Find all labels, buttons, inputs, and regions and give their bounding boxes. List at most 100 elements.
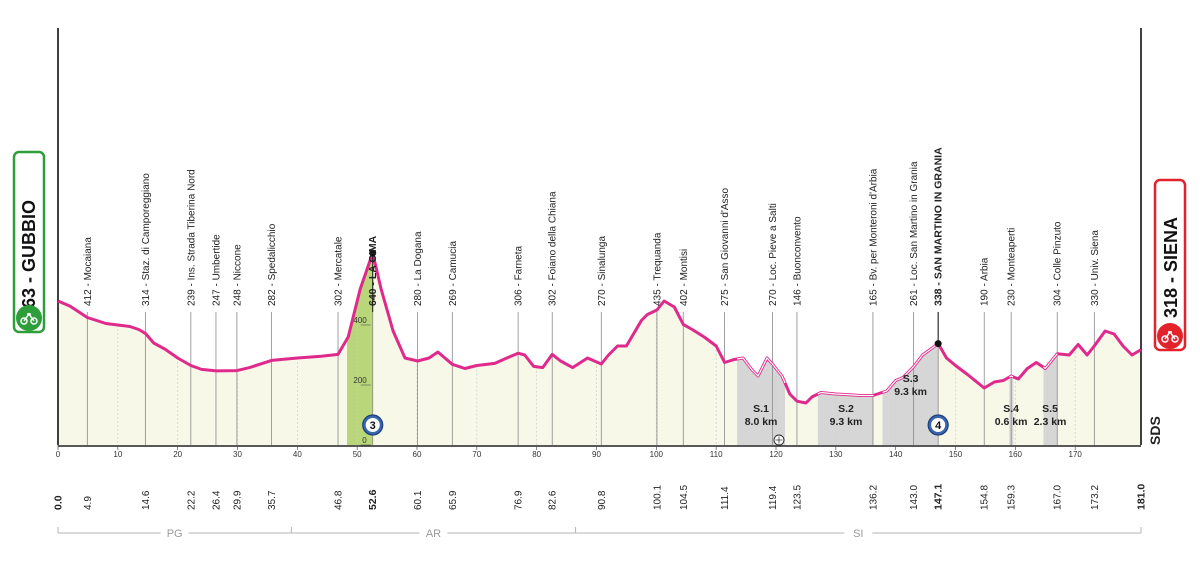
x-tick-label: 110 [710, 450, 723, 459]
bike-icon-start [16, 305, 42, 331]
climb-category-badge-inner [931, 418, 946, 432]
sector-length: 9.3 km [830, 416, 863, 428]
waypoint-label: 435 - Trequanda [652, 232, 663, 306]
bike-icon-finish [1157, 323, 1183, 349]
province-label-bg [160, 526, 189, 540]
x-tick-label: 40 [293, 450, 302, 459]
sector-name: S.4 [1003, 403, 1019, 415]
waypoint-label: 146 - Buonconvento [792, 216, 803, 306]
waypoint-km-label: 52.6 [367, 489, 379, 510]
finish-badge [1153, 178, 1187, 352]
x-tick-label: 0 [56, 450, 61, 459]
bike-wheel-icon [30, 317, 38, 325]
start-name: 463 - GUBBIO [19, 200, 39, 318]
waypoint-km-label: 82.6 [548, 490, 559, 510]
sector-name: S.3 [903, 373, 919, 385]
x-tick-label: 170 [1069, 450, 1083, 459]
waypoint-label: 338 - SAN MARTINO IN GRANIA [933, 147, 945, 306]
waypoint-label: 270 - Sinalunga [597, 236, 608, 306]
bike-wheel-icon [1161, 335, 1169, 343]
waypoint-label: 269 - Camucia [448, 241, 459, 306]
waypoint-km-label: 14.6 [141, 490, 152, 510]
brand-logo: SDS [1147, 416, 1163, 445]
x-tick-label: 100 [650, 450, 664, 459]
waypoint-km-label: 167.0 [1053, 485, 1064, 510]
province-label: AR [426, 528, 441, 540]
gravel-line-highlight-3 [882, 343, 939, 393]
x-tick-label: 130 [829, 450, 843, 459]
waypoint-label: 330 - Univ. Siena [1090, 230, 1101, 306]
x-tick-label: 30 [233, 450, 242, 459]
waypoint-label: 640 - LA CIMA [367, 235, 379, 306]
waypoint-label: 261 - Loc. San Martino in Grania [909, 161, 920, 306]
x-tick-label: 60 [413, 450, 422, 459]
climb-category-number: 4 [935, 420, 942, 432]
gravel-line-highlight-2 [817, 391, 874, 397]
sector-name: S.2 [838, 403, 854, 415]
sector-length: 8.0 km [745, 416, 778, 428]
waypoint-label: 412 - Mocaiana [83, 237, 94, 306]
province-label-bg [844, 526, 873, 540]
waypoint-km-label: 147.1 [933, 484, 945, 510]
x-tick-label: 160 [1009, 450, 1023, 459]
sector-length: 2.3 km [1034, 416, 1067, 428]
waypoint-label: 270 - Loc. Pieve a Salti [768, 203, 779, 306]
waypoint-km-label: 76.9 [514, 490, 525, 510]
waypoint-label: 306 - Farneta [514, 246, 525, 306]
waypoint-label: 302 - Foiano della Chiana [548, 191, 559, 306]
waypoint-label: 275 - San Giovanni d'Asso [720, 187, 731, 306]
waypoint-km-label: 100.1 [652, 485, 663, 510]
waypoint-label: 402 - Montisi [679, 249, 690, 306]
waypoint-km-label: 119.4 [768, 485, 779, 510]
waypoint-label: 302 - Mercatale [334, 236, 345, 306]
waypoint-label: 230 - Monteaperti [1007, 228, 1018, 306]
x-tick-label: 140 [889, 450, 903, 459]
waypoint-km-label: 104.5 [679, 485, 690, 510]
waypoint-km-label: 154.8 [980, 485, 991, 510]
x-tick-label: 90 [592, 450, 601, 459]
bike-frame-icon [23, 312, 35, 322]
sector-name: S.1 [753, 403, 769, 415]
waypoint-km-label: 26.4 [211, 490, 222, 510]
province-label: SI [853, 528, 863, 540]
waypoint-km-label: 65.9 [448, 490, 459, 510]
x-axis-band [52, 448, 1147, 457]
waypoint-km-label: 123.5 [792, 485, 803, 510]
climb-category-badge-inner [365, 418, 380, 432]
x-tick-label: 80 [532, 450, 541, 459]
x-tick-label: 120 [769, 450, 783, 459]
waypoint-km-label: 22.2 [186, 490, 197, 510]
province-label: PG [167, 528, 183, 540]
y-tick-label: 400 [353, 316, 367, 325]
climb-category-number: 3 [370, 420, 376, 432]
bike-wheel-icon [1171, 335, 1179, 343]
gravel-line-highlight-1 [737, 356, 786, 384]
waypoint-label: 282 - Spedalicchio [267, 223, 278, 306]
waypoint-label: 239 - Ins. Strada Tiberina Nord [186, 169, 197, 306]
waypoint-label: 304 - Colle Pinzuto [1053, 221, 1064, 306]
waypoint-label: 247 - Umbertide [211, 234, 222, 306]
start-km-label: 0.0 [53, 495, 65, 510]
finish-km-label: 181.0 [1136, 484, 1148, 510]
gravel-line-highlight-4 [1009, 375, 1014, 378]
bike-wheel-icon [20, 317, 28, 325]
profile-line [57, 251, 1142, 405]
x-tick-label: 70 [472, 450, 481, 459]
waypoint-km-label: 60.1 [413, 490, 424, 510]
waypoint-km-label: 90.8 [597, 490, 608, 510]
waypoint-label: 165 - Bv. per Monteroni d'Arbia [868, 168, 879, 306]
waypoint-label: 190 - Arbia [980, 257, 991, 306]
finish-name: 318 - SIENA [1161, 217, 1181, 318]
waypoint-km-label: 159.3 [1007, 485, 1018, 510]
y-tick-label: 200 [353, 376, 367, 385]
waypoint-label: 314 - Staz. di Camporeggiano [141, 173, 152, 306]
waypoint-km-label: 4.9 [83, 496, 94, 510]
waypoint-km-label: 46.8 [334, 490, 345, 510]
gravel-line-highlight-5 [1043, 353, 1058, 370]
x-tick-label: 150 [949, 450, 963, 459]
x-tick-label: 10 [113, 450, 122, 459]
bike-frame-icon [1164, 330, 1176, 340]
sector-length: 9.3 km [894, 386, 927, 398]
